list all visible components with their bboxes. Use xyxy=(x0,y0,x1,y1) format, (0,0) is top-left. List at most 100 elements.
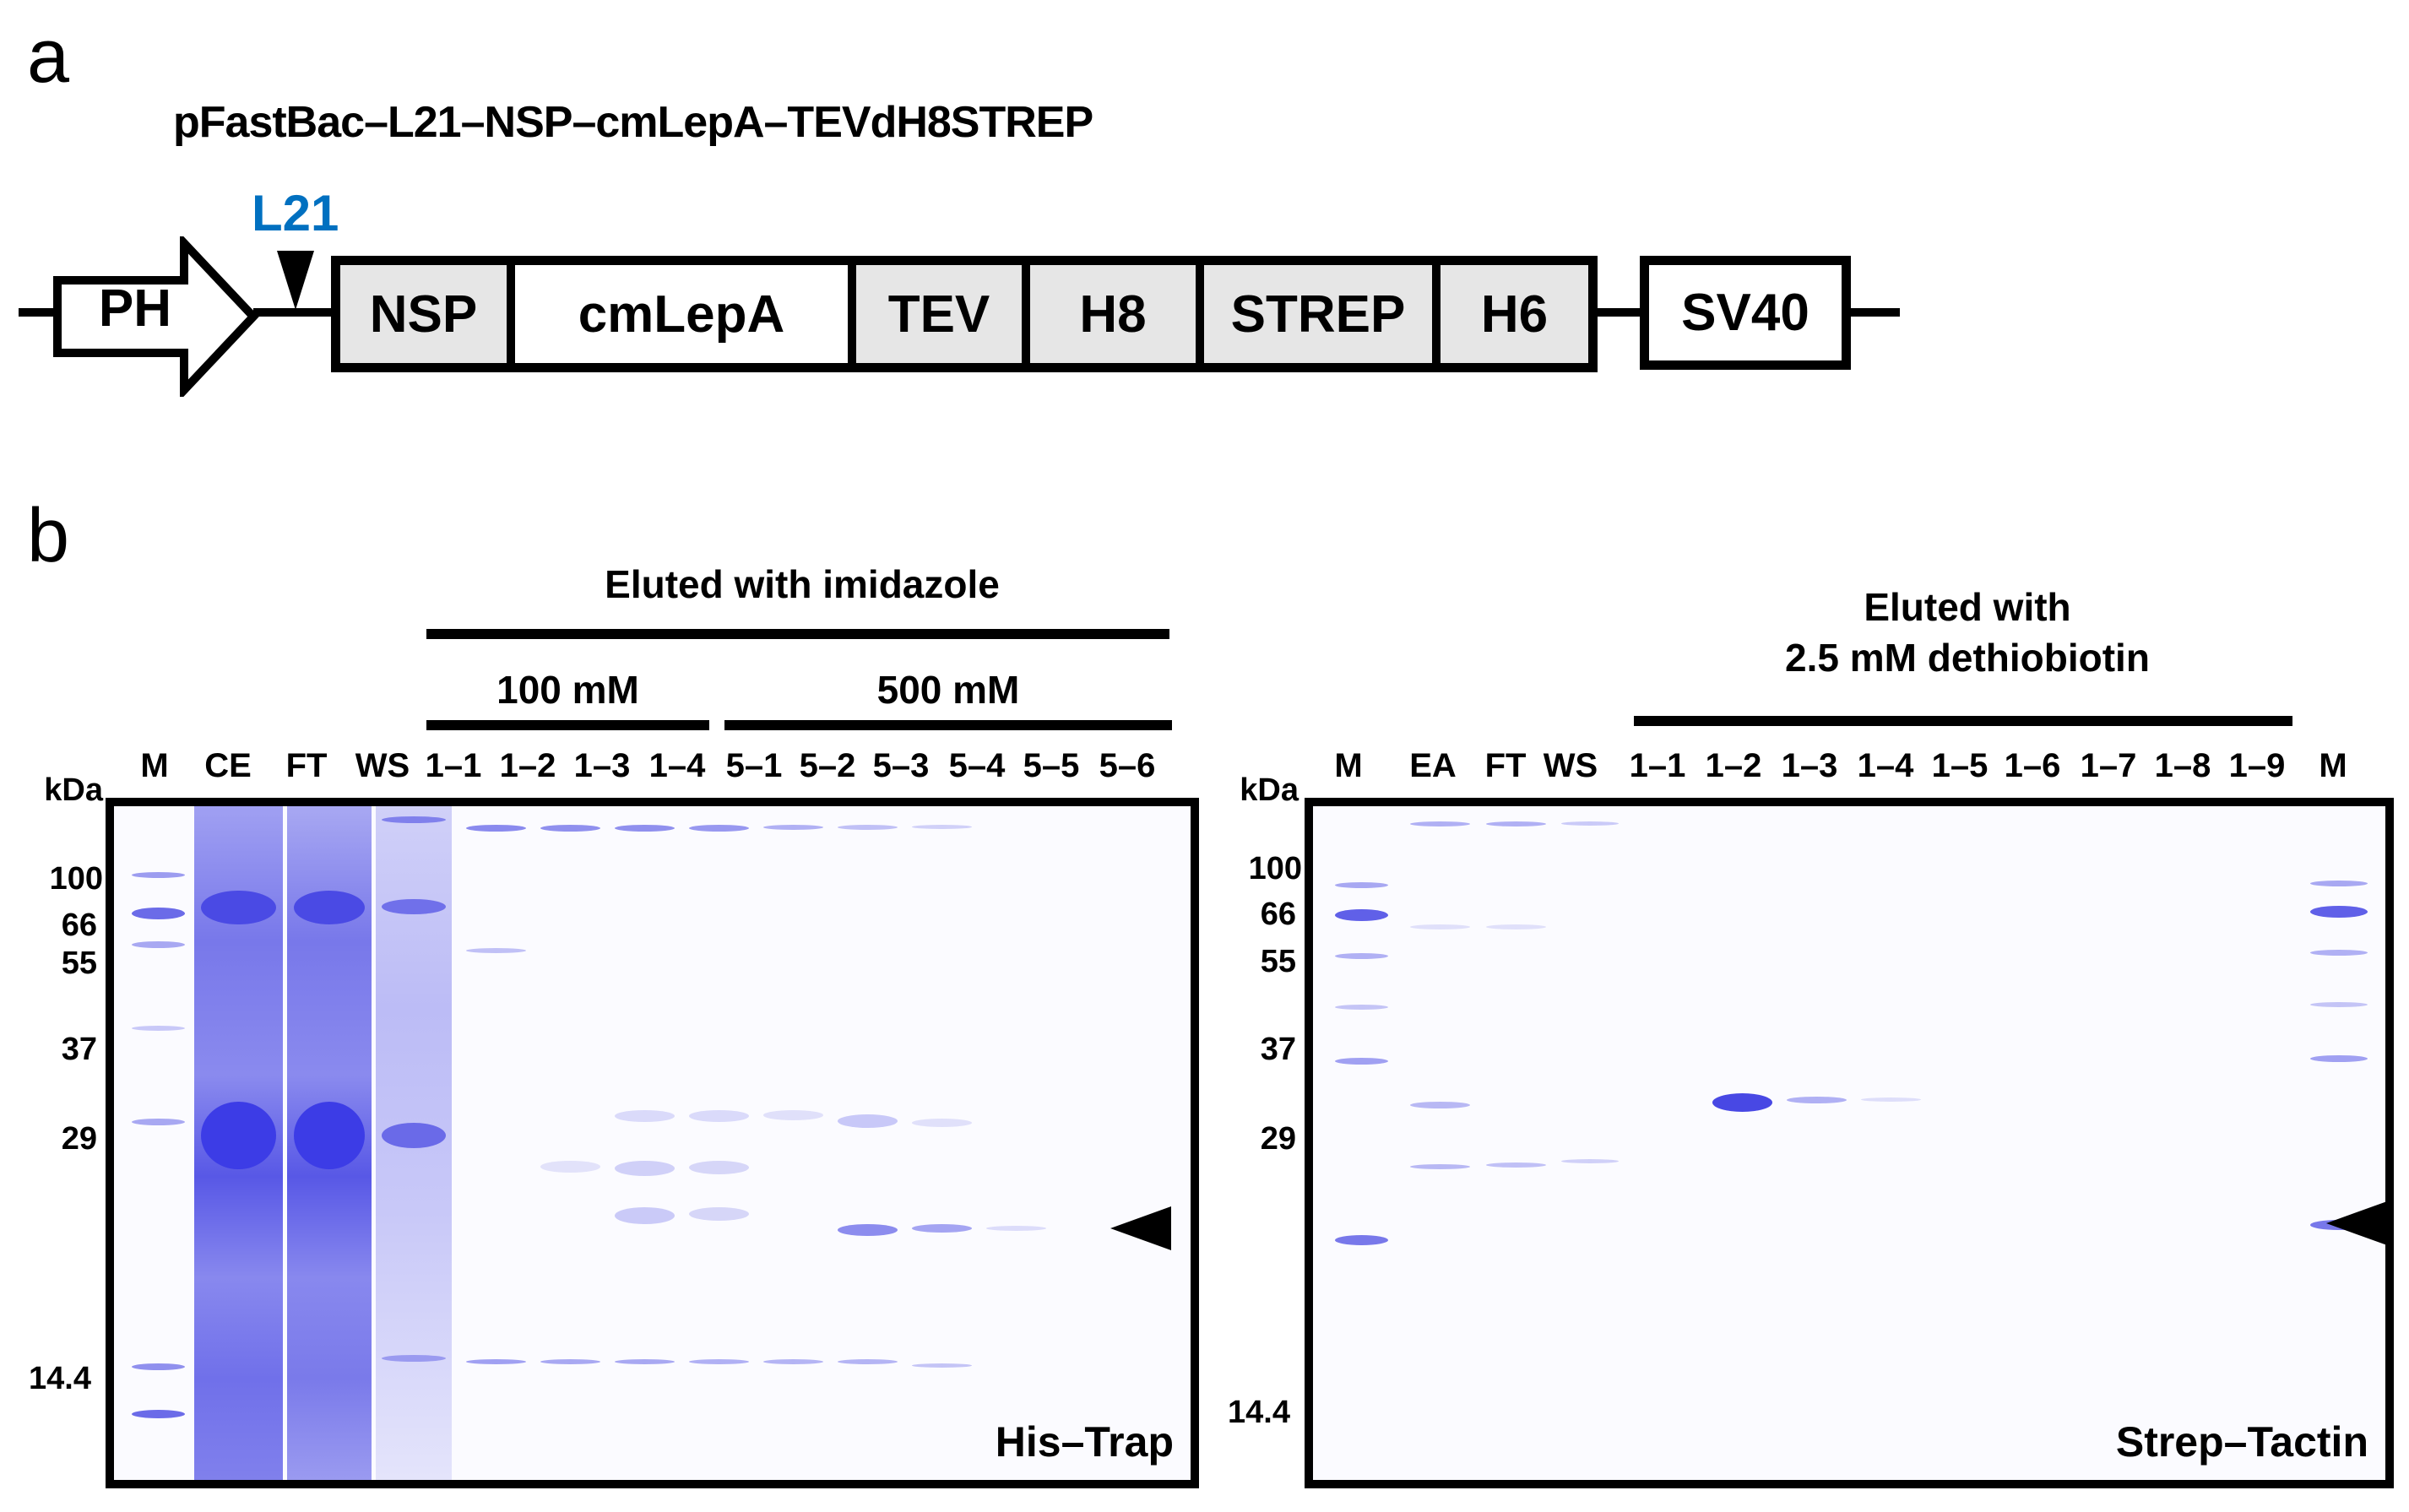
promoter-arrow-icon xyxy=(53,236,259,397)
segment-strep: STREP xyxy=(1204,265,1441,363)
lane-label: FT xyxy=(1484,747,1527,784)
left-500mm-bar xyxy=(724,720,1172,730)
gel-lane xyxy=(1330,806,1393,1480)
gel-lane xyxy=(2152,806,2224,1480)
marker-label: 66 xyxy=(1260,897,1296,932)
lane-label: M xyxy=(1334,747,1363,784)
marker-label: 14.4 xyxy=(29,1361,91,1396)
kda-unit-label: kDa xyxy=(1240,772,1299,808)
left-100mm-bar xyxy=(426,720,709,730)
gel-lane xyxy=(2305,806,2373,1480)
gel-lane xyxy=(1632,806,1704,1480)
plasmid-title: pFastBac–L21–NSP–cmLepA–TEVdH8STREP xyxy=(173,98,1093,147)
lane-label: 5–6 xyxy=(1099,747,1156,784)
gel-lane xyxy=(460,806,532,1480)
lane-label: 1–9 xyxy=(2228,747,2286,784)
gel-lane xyxy=(832,806,903,1480)
backbone-line-mid xyxy=(1596,308,1642,317)
gel-lane xyxy=(2078,806,2150,1480)
gel-lane xyxy=(683,806,755,1480)
lane-label: 5–3 xyxy=(872,747,930,784)
marker-label: 100 xyxy=(49,861,103,897)
lane-label: 1–6 xyxy=(2004,747,2061,784)
lane-label: 1–4 xyxy=(648,747,706,784)
leader-label: L21 xyxy=(252,185,339,241)
lane-label: EA xyxy=(1409,747,1457,784)
lane-label: M xyxy=(2319,747,2347,784)
terminator-sv40-box: SV40 xyxy=(1640,256,1851,370)
marker-label: 55 xyxy=(1260,944,1296,979)
left-subheader-100mm: 100 mM xyxy=(496,668,639,712)
lane-label: 5–5 xyxy=(1023,747,1080,784)
segment-h6: H6 xyxy=(1441,265,1588,363)
backbone-line-leader xyxy=(253,308,334,317)
gel-lane xyxy=(2227,806,2298,1480)
gel-lane xyxy=(534,806,606,1480)
promoter-label: PH xyxy=(98,279,172,338)
lane-label: CE xyxy=(204,747,252,784)
kda-unit-label: kDa xyxy=(44,772,103,808)
marker-label: 66 xyxy=(61,908,97,943)
right-gel-name: Strep–Tactin xyxy=(2115,1418,2368,1466)
left-gel-image: His–Trap xyxy=(106,798,1199,1488)
marker-label: 55 xyxy=(61,946,97,981)
lane-label: 1–4 xyxy=(1857,747,1914,784)
marker-label: 100 xyxy=(1248,851,1302,886)
gel-lane xyxy=(1556,806,1624,1480)
gel-lane xyxy=(1706,806,1778,1480)
insertion-pointer-icon xyxy=(277,251,314,310)
gel-lane xyxy=(194,806,283,1480)
lane-label: FT xyxy=(285,747,328,784)
segment-cmlepa: cmLepA xyxy=(515,265,856,363)
panel-b-letter: b xyxy=(27,494,70,578)
left-subheader-500mm: 500 mM xyxy=(876,668,1020,712)
segment-tev: TEV xyxy=(856,265,1030,363)
backbone-line-left xyxy=(19,308,57,317)
gel-lane xyxy=(1055,806,1126,1480)
target-band-arrowhead-icon xyxy=(2326,1201,2385,1245)
marker-label: 37 xyxy=(61,1032,97,1067)
gel-lane xyxy=(1855,806,1927,1480)
gel-lane xyxy=(906,806,978,1480)
segment-h8: H8 xyxy=(1030,265,1204,363)
left-header-bar xyxy=(426,629,1169,639)
lane-label: 1–3 xyxy=(1781,747,1838,784)
lane-label: WS xyxy=(355,747,410,784)
gel-lane xyxy=(127,806,190,1480)
gel-lane xyxy=(1129,806,1191,1480)
segment-nsp: NSP xyxy=(340,265,515,363)
gel-lane xyxy=(1929,806,2001,1480)
marker-label: 29 xyxy=(1260,1121,1296,1157)
right-gel-header-line1: Eluted with xyxy=(1864,585,2071,629)
lane-label: 1–7 xyxy=(2080,747,2137,784)
lane-label: 5–1 xyxy=(725,747,783,784)
left-gel-name: His–Trap xyxy=(995,1418,1174,1466)
lane-label: WS xyxy=(1543,747,1598,784)
gel-lane xyxy=(1404,806,1476,1480)
lane-label: M xyxy=(140,747,169,784)
lane-label: 1–2 xyxy=(1705,747,1762,784)
lane-label: 1–1 xyxy=(1629,747,1686,784)
gel-lane xyxy=(1781,806,1853,1480)
right-header-bar xyxy=(1634,716,2292,726)
gel-lane xyxy=(609,806,681,1480)
marker-label: 14.4 xyxy=(1228,1395,1290,1430)
lane-label: 5–4 xyxy=(948,747,1006,784)
marker-label: 37 xyxy=(1260,1032,1296,1067)
target-band-arrowhead-icon xyxy=(1110,1206,1171,1250)
right-gel-image: Strep–Tactin xyxy=(1305,798,2394,1488)
gel-lane xyxy=(757,806,829,1480)
gel-lane xyxy=(287,806,372,1480)
left-gel-header: Eluted with imidazole xyxy=(605,562,1000,606)
construct-box: NSP cmLepA TEV H8 STREP H6 xyxy=(331,256,1598,372)
lane-label: 1–3 xyxy=(573,747,631,784)
gel-lane xyxy=(1480,806,1552,1480)
lane-label: 1–5 xyxy=(1931,747,1989,784)
backbone-line-right xyxy=(1849,308,1900,317)
gel-lane xyxy=(2004,806,2075,1480)
lane-label: 1–1 xyxy=(425,747,482,784)
lane-label: 1–2 xyxy=(499,747,556,784)
gel-lane xyxy=(980,806,1052,1480)
lane-label: 5–2 xyxy=(799,747,856,784)
right-gel-header-line2: 2.5 mM dethiobiotin xyxy=(1785,636,2150,680)
